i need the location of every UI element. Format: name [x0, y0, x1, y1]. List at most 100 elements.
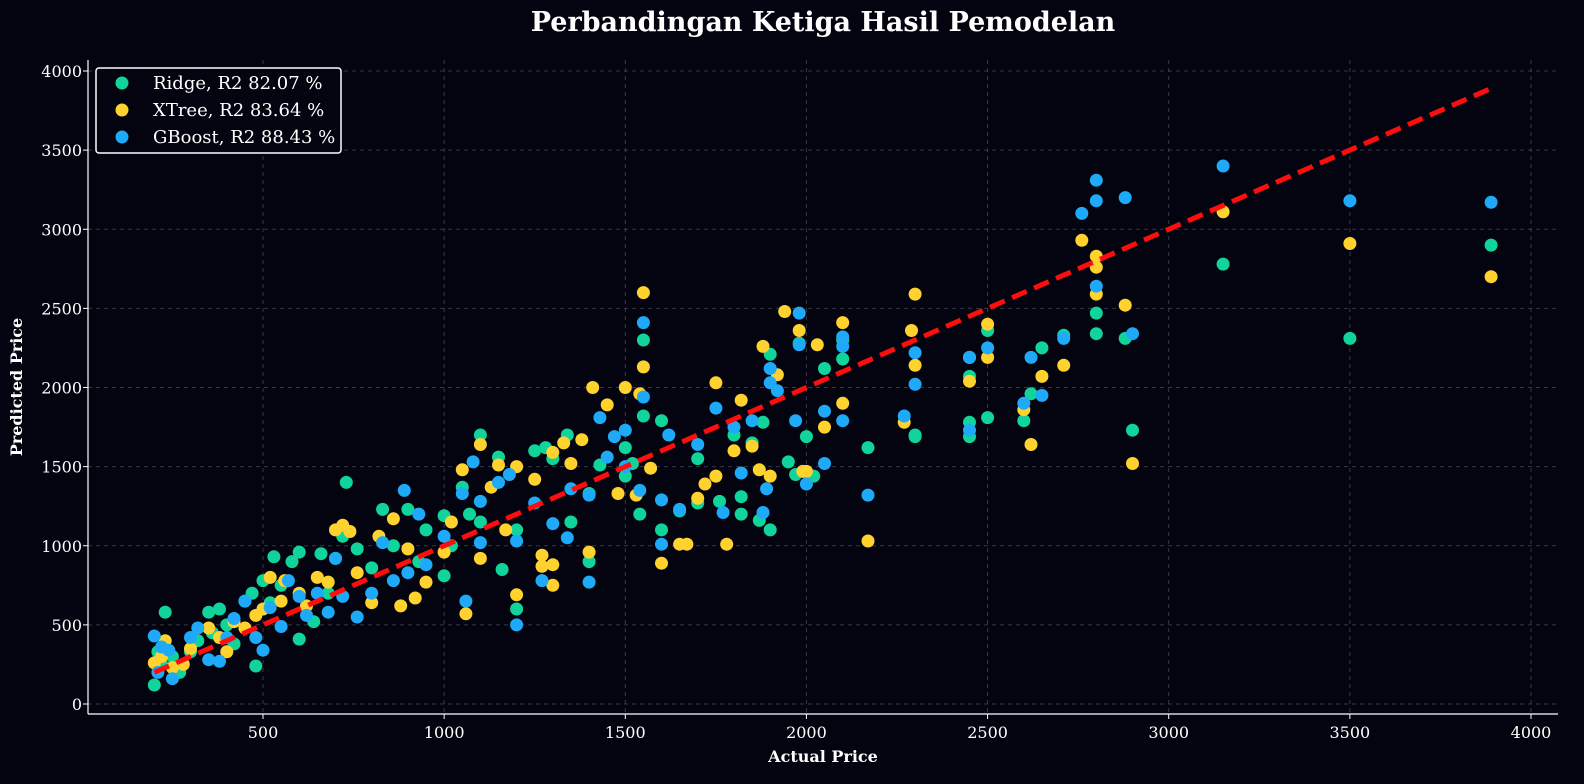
ridge-point: [691, 452, 705, 466]
xtree-point: [350, 566, 364, 580]
xtree-point: [564, 457, 578, 470]
gboost-point: [600, 450, 614, 464]
xtree-point: [535, 548, 549, 562]
gboost-point: [560, 531, 574, 545]
gboost-point: [546, 517, 560, 531]
gboost-point: [437, 529, 451, 543]
xtree-point: [582, 545, 596, 559]
gboost-point: [191, 621, 205, 635]
gboost-point: [535, 574, 549, 588]
xtree-point: [459, 607, 473, 621]
xtree-point: [756, 339, 770, 353]
gboost-point: [321, 605, 335, 619]
legend-marker-gboost: [115, 130, 129, 144]
ridge-point: [655, 523, 668, 537]
xtree-point: [1126, 457, 1139, 470]
gboost-point: [818, 404, 831, 418]
xtree-point: [644, 461, 658, 475]
gboost-point: [473, 494, 487, 508]
reference-diagonal-line: [153, 86, 1493, 675]
gboost-point: [274, 620, 288, 633]
ridge-point: [1035, 341, 1049, 355]
gboost-point: [836, 414, 850, 428]
reference-line-layer: [153, 86, 1493, 675]
legend: Ridge, R2 82.07 % XTree, R2 83.64 % GBoo…: [95, 67, 342, 154]
gboost-point: [691, 438, 705, 451]
gboost-point: [836, 330, 850, 344]
x-tick-labels: 500 1000 1500 2000 2500 3000 3500 4000: [248, 714, 1552, 742]
gboost-point: [492, 475, 505, 489]
xtree-point: [680, 537, 694, 551]
ridge-point: [1126, 423, 1139, 437]
xtree-point: [763, 469, 777, 483]
xtree-point: [365, 596, 379, 610]
xtree-point: [1024, 438, 1038, 451]
xtree-point: [401, 542, 415, 556]
y-tick-labels: 0 500 1000 1500 2000 2500 3000 3500 4000: [41, 62, 88, 714]
xtree-point: [600, 398, 614, 412]
y-tick-label: 4000: [41, 62, 82, 81]
xtree-point: [274, 594, 288, 608]
gboost-point: [1126, 327, 1139, 341]
xtree-point: [792, 324, 806, 337]
xtree-point: [709, 376, 723, 390]
xtree-point: [611, 487, 625, 500]
xtree-point: [734, 393, 748, 407]
x-tick-label: 2500: [967, 723, 1008, 742]
ridge-point: [376, 502, 390, 516]
xtree-point: [1118, 298, 1132, 312]
gboost-point: [564, 482, 578, 496]
gboost-point: [184, 631, 197, 644]
legend-label-ridge: Ridge, R2 82.07 %: [153, 73, 323, 94]
xtree-point: [535, 559, 549, 573]
gboost-point: [770, 384, 784, 398]
xtree-point: [908, 358, 922, 372]
gboost-point: [836, 339, 850, 353]
y-tick-label: 1000: [41, 537, 82, 556]
xtree-point: [499, 523, 513, 537]
gboost-point: [582, 575, 596, 589]
gboost-point: [789, 414, 803, 428]
gboost-point: [792, 306, 806, 320]
ridge-point: [1089, 327, 1103, 341]
gboost-point: [1024, 350, 1038, 364]
ridge-point: [1484, 238, 1498, 252]
xtree-point: [745, 439, 759, 453]
xtree-point: [698, 477, 712, 491]
chart-title: Perbandingan Ketiga Hasil Pemodelan: [531, 7, 1116, 38]
ridge-point: [763, 523, 777, 537]
legend-marker-ridge: [115, 76, 129, 90]
gboost-point: [908, 346, 922, 360]
gboost-point: [263, 601, 277, 614]
xtree-point: [310, 570, 324, 584]
gboost-point: [466, 455, 480, 469]
legend-label-xtree: XTree, R2 83.64 %: [153, 100, 324, 121]
ridge-point: [756, 415, 770, 429]
ridge-point: [365, 561, 379, 575]
gboost-point: [897, 409, 911, 423]
gboost-point: [593, 411, 607, 425]
gboost-point: [227, 612, 241, 625]
gboost-point: [1035, 388, 1049, 402]
ridge-point: [734, 507, 748, 521]
y-tick-label: 0: [72, 695, 82, 714]
ridge-point: [249, 659, 263, 673]
gboost-point: [760, 482, 774, 496]
xtree-point: [709, 469, 723, 483]
gboost-point: [419, 558, 433, 572]
xtree-point: [202, 621, 216, 635]
ridge-point: [799, 430, 813, 444]
gboost-point: [633, 483, 647, 497]
xtree-point: [546, 578, 560, 592]
gboost-point: [412, 507, 426, 521]
x-tick-label: 2000: [786, 723, 827, 742]
ridge-point: [582, 555, 596, 569]
gboost-point: [376, 536, 390, 550]
y-tick-label: 3500: [41, 141, 82, 160]
x-tick-label: 4000: [1511, 723, 1552, 742]
gboost-point: [1057, 331, 1071, 345]
y-tick-label: 2500: [41, 299, 82, 318]
gboost-point: [716, 506, 730, 519]
gboost-point: [473, 536, 487, 550]
gboost-point: [455, 487, 469, 500]
